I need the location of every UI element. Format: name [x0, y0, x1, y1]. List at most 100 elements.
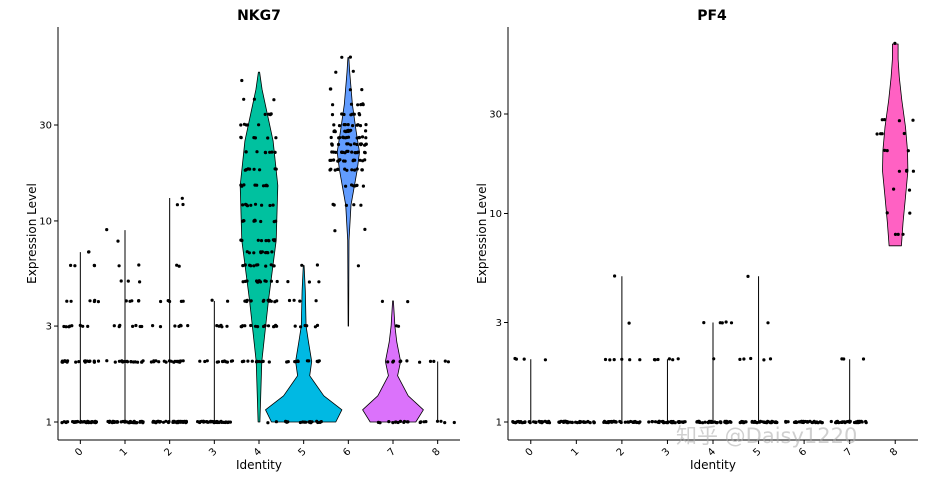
data-point [264, 264, 268, 268]
data-point [273, 300, 277, 304]
data-point [885, 149, 889, 153]
data-point [96, 300, 100, 304]
x-tick-label: 2 [163, 446, 175, 458]
data-point [770, 419, 774, 423]
data-point [396, 420, 400, 425]
data-point [667, 357, 672, 361]
data-point [603, 357, 608, 362]
data-point [259, 219, 263, 224]
data-point [158, 325, 163, 329]
data-point [83, 360, 87, 364]
data-point [125, 360, 130, 364]
data-point [718, 420, 722, 424]
data-point [270, 150, 274, 154]
data-point [177, 359, 182, 363]
data-point [302, 420, 306, 424]
data-point [198, 359, 202, 363]
data-point [330, 143, 334, 147]
data-point [257, 123, 261, 127]
data-point [741, 421, 746, 425]
data-point [269, 279, 273, 283]
data-point [808, 419, 812, 423]
data-point [340, 55, 344, 59]
data-point [329, 135, 333, 140]
data-point [205, 359, 209, 363]
data-point [247, 251, 251, 255]
data-point [712, 357, 716, 361]
data-point [742, 357, 746, 361]
data-point [763, 420, 767, 424]
data-point [252, 167, 256, 171]
data-point [422, 420, 426, 424]
data-point [696, 420, 700, 424]
data-point [179, 299, 183, 303]
data-point [681, 420, 685, 424]
data-point [592, 420, 596, 424]
data-point [330, 113, 335, 117]
data-point [244, 203, 249, 207]
data-point [861, 357, 866, 361]
data-point [240, 78, 244, 83]
data-point [516, 419, 521, 424]
data-point [154, 359, 158, 363]
data-point [749, 356, 753, 361]
data-point [124, 299, 128, 303]
data-point [111, 419, 115, 423]
data-point [117, 359, 121, 363]
data-point [134, 421, 138, 425]
data-point [815, 420, 819, 424]
data-point [315, 419, 319, 423]
data-point [522, 357, 526, 361]
data-point [286, 280, 290, 284]
data-point [307, 280, 311, 284]
data-point [176, 419, 180, 424]
data-point [245, 123, 250, 127]
data-point [728, 420, 732, 424]
data-point [242, 122, 246, 126]
data-point [629, 419, 633, 424]
data-point [258, 168, 262, 172]
data-point [113, 360, 117, 364]
data-point [911, 169, 916, 173]
data-point [399, 359, 403, 363]
data-point [255, 279, 259, 283]
data-point [344, 203, 348, 207]
data-point [657, 420, 661, 425]
data-point [334, 150, 338, 154]
x-tick-label: 5 [297, 446, 309, 458]
data-point [181, 202, 185, 207]
data-point [92, 299, 96, 304]
data-point [221, 359, 225, 364]
data-point [346, 135, 351, 139]
data-point [252, 97, 256, 101]
data-point [273, 150, 277, 154]
data-point [130, 299, 134, 303]
data-point [610, 420, 614, 424]
data-point [61, 360, 65, 364]
data-point [244, 150, 248, 154]
data-point [582, 420, 586, 424]
data-point [286, 360, 290, 364]
data-point [212, 421, 216, 425]
data-point [262, 324, 266, 329]
data-point [656, 357, 660, 362]
data-point [911, 118, 915, 122]
data-point [175, 263, 179, 267]
y-tick-label: 30 [39, 121, 52, 132]
data-point [274, 420, 278, 424]
data-point [69, 263, 73, 267]
data-point [246, 359, 250, 363]
data-point [88, 299, 92, 303]
data-point [349, 102, 354, 106]
data-point [896, 232, 900, 236]
data-point [328, 87, 332, 91]
data-point [314, 299, 318, 303]
data-point [638, 420, 642, 424]
data-point [627, 321, 631, 325]
y-tick-label: 30 [489, 110, 502, 121]
data-point [419, 420, 423, 424]
data-point [203, 359, 207, 364]
data-point [795, 420, 799, 424]
data-point [258, 280, 263, 284]
data-point [87, 250, 91, 254]
